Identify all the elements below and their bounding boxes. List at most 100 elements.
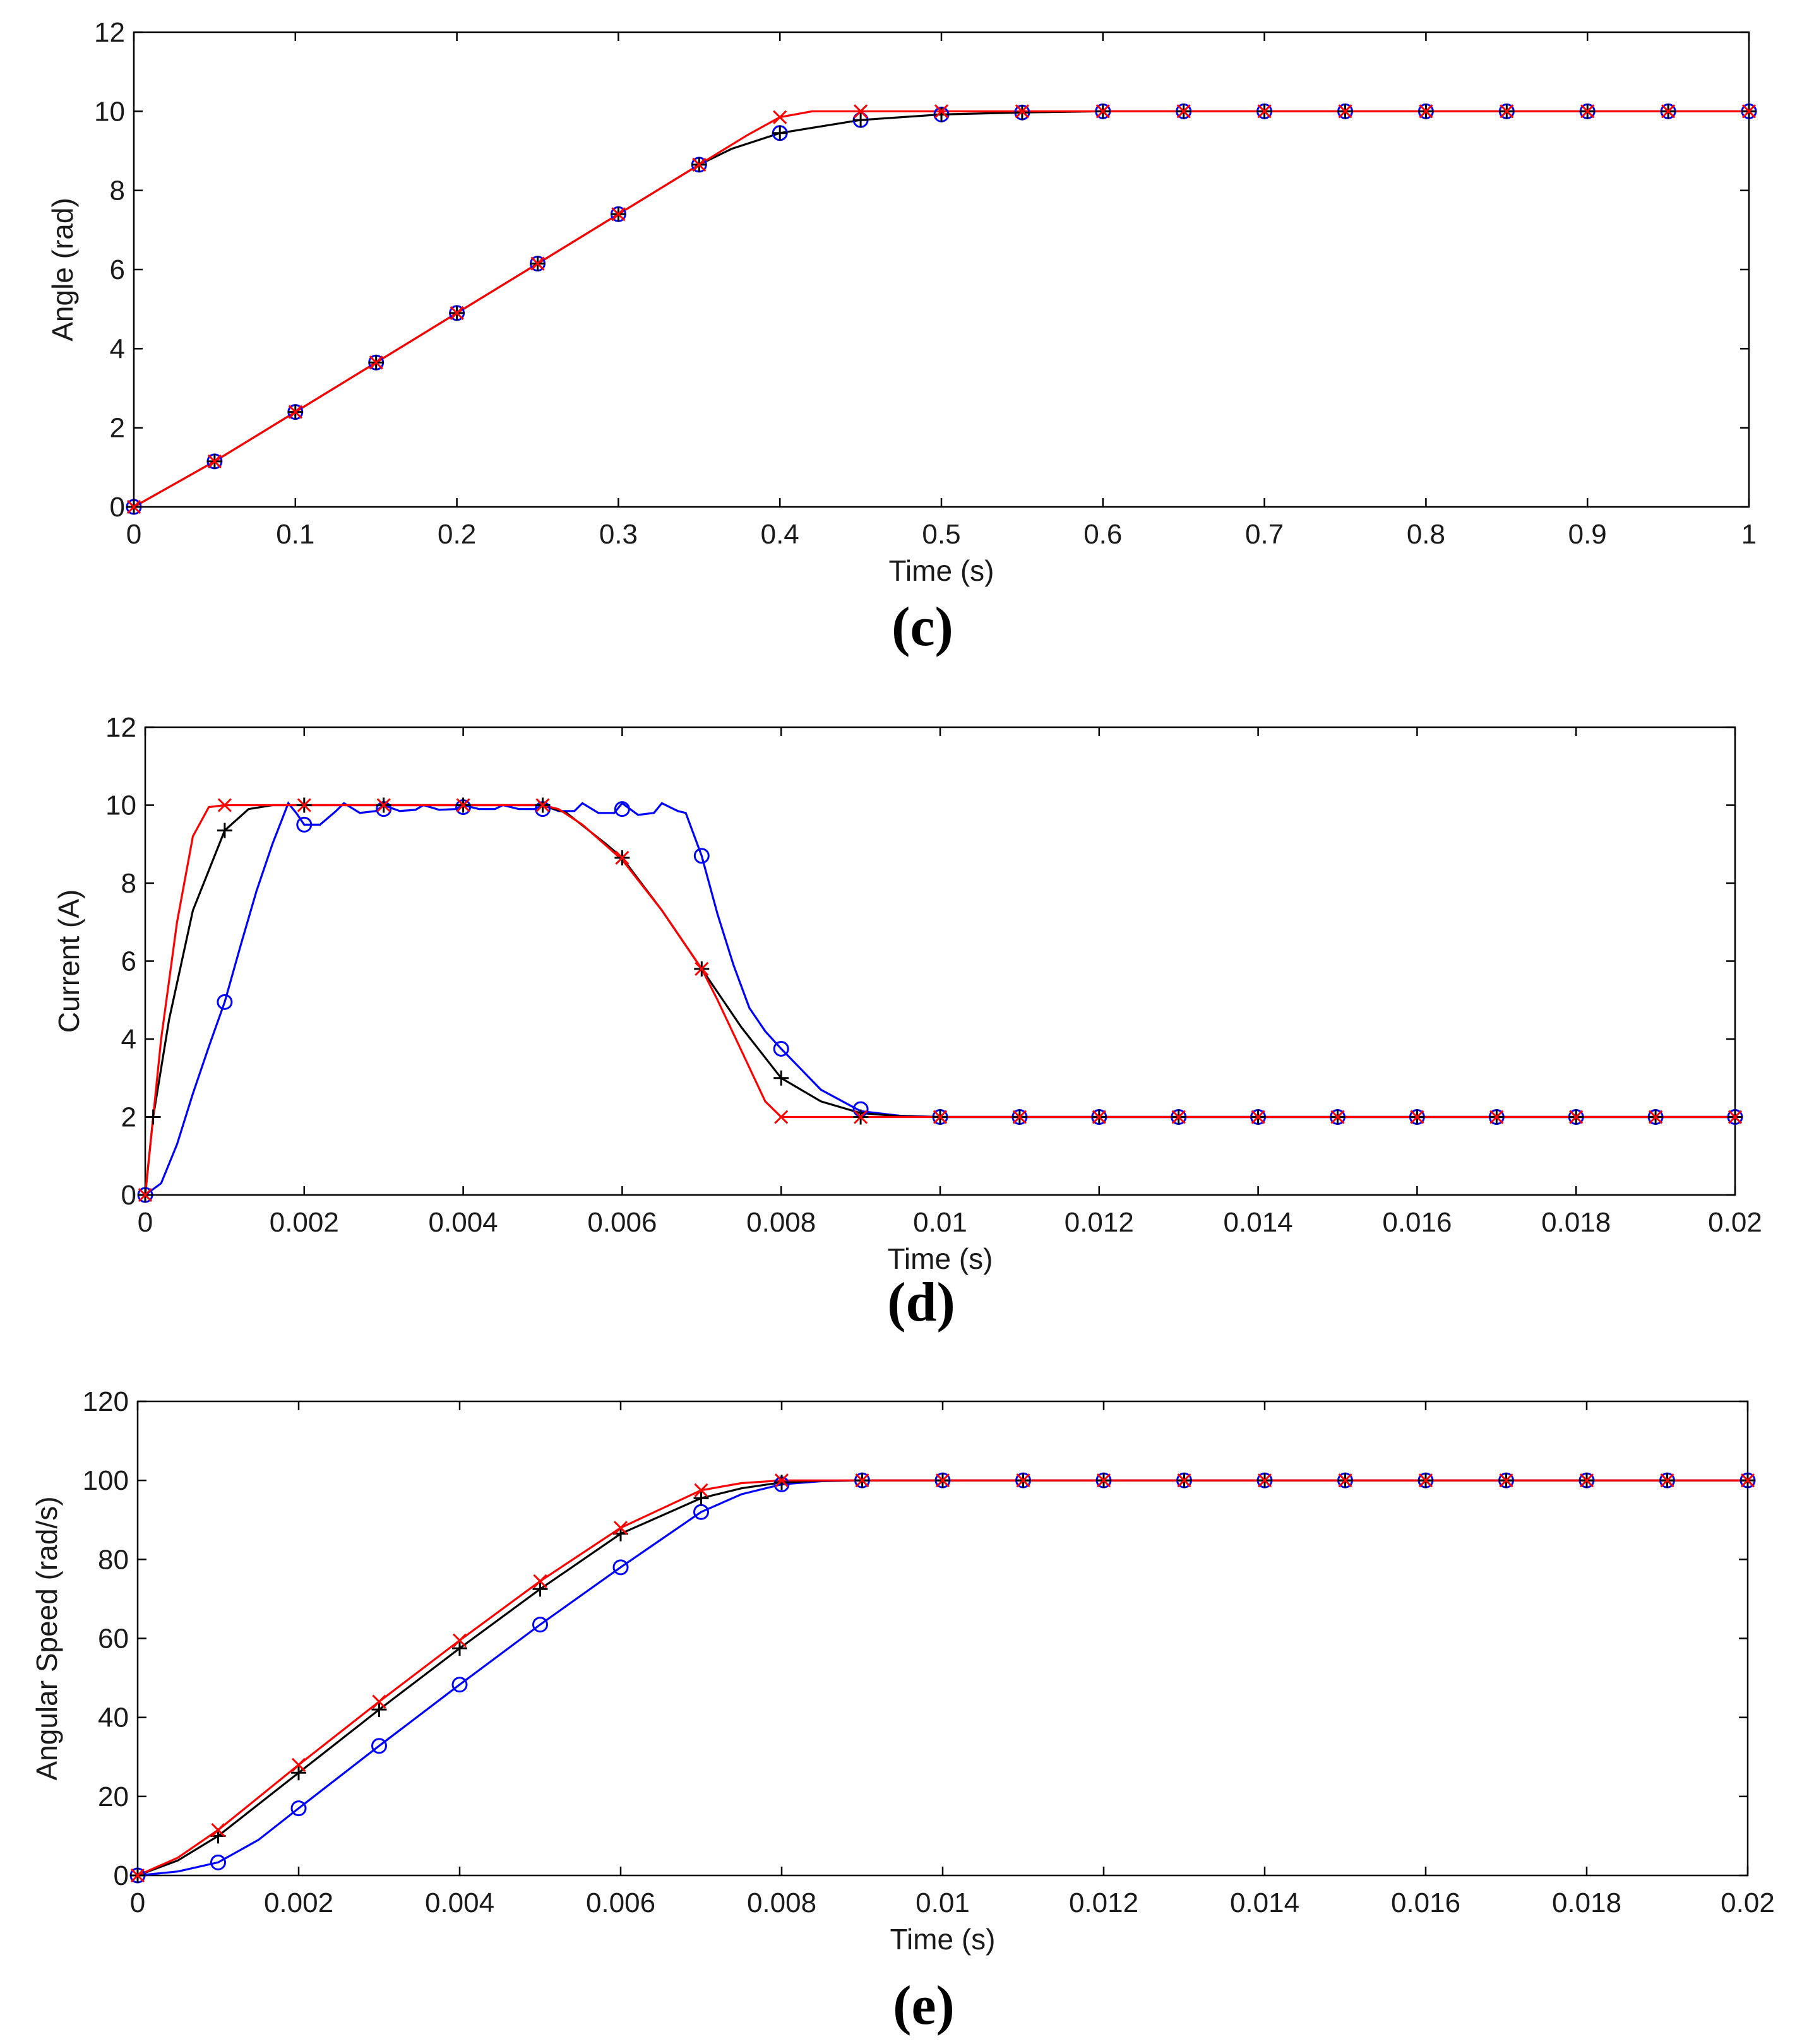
- y-tick-label: 0: [121, 1180, 136, 1211]
- data-point-red-x: [126, 499, 141, 514]
- x-tick-label: 0.5: [922, 519, 960, 550]
- data-point-red-x: [1579, 1473, 1594, 1488]
- y-axis-label: Angle (rad): [46, 198, 79, 342]
- y-tick-label: 40: [98, 1702, 129, 1733]
- x-tick-label: 0.016: [1382, 1207, 1452, 1238]
- data-point-red-x: [935, 1473, 950, 1488]
- data-point-blue-o: [614, 801, 630, 817]
- y-tick-label: 120: [83, 1386, 129, 1417]
- data-point-red-x: [611, 207, 626, 222]
- data-point-red-x: [1171, 1110, 1186, 1124]
- data-point-blue-o: [532, 1617, 548, 1633]
- x-tick-label: 0.7: [1245, 519, 1284, 550]
- x-tick-label: 0: [126, 519, 141, 550]
- chart-panel-d: 0 0.002 0.004 0.006 0.008 0.01 0.012 0.014 0.016…: [52, 712, 1762, 1333]
- data-point-black-plus: [773, 1070, 789, 1086]
- data-point-blue-o: [290, 1800, 307, 1817]
- data-point-red-x: [217, 798, 232, 812]
- x-tick-label: 0.004: [429, 1207, 498, 1238]
- x-tick-label: 0.018: [1552, 1887, 1621, 1918]
- data-point-blue-o: [210, 1854, 226, 1870]
- data-point-red-x: [1177, 1473, 1191, 1488]
- y-tick-label: 12: [94, 17, 125, 48]
- x-axis-label: Time (s): [890, 1923, 996, 1956]
- x-tick-label: 0.006: [587, 1207, 657, 1238]
- panel-caption: (d): [887, 1272, 955, 1333]
- data-point-red-x: [774, 1110, 789, 1124]
- x-tick-label: 0.002: [264, 1887, 333, 1918]
- x-tick-label: 0.4: [761, 519, 799, 550]
- data-point-red-x: [692, 157, 707, 172]
- x-axis-label: Time (s): [888, 1242, 993, 1275]
- data-point-red-x: [855, 1473, 869, 1488]
- x-tick-label: 0: [130, 1887, 145, 1918]
- series-line-red-x: [133, 110, 1749, 508]
- y-tick-label: 8: [110, 175, 125, 206]
- data-point-red-x: [1095, 104, 1110, 119]
- panel-caption: (c): [892, 597, 953, 658]
- data-point-black-plus: [774, 1475, 789, 1490]
- y-tick-label: 20: [98, 1781, 129, 1812]
- data-point-red-x: [854, 1110, 868, 1124]
- series-group: [137, 797, 1743, 1203]
- series-line-black-plus: [137, 1479, 1748, 1877]
- data-point-black-plus: [145, 1109, 161, 1125]
- data-point-red-x: [369, 355, 383, 370]
- data-point-black-plus: [291, 1765, 306, 1781]
- y-tick-label: 0: [110, 492, 125, 523]
- data-point-red-x: [450, 306, 464, 320]
- data-point-red-x: [1092, 1110, 1106, 1124]
- data-point-red-x: [695, 961, 709, 976]
- x-tick-label: 0.018: [1541, 1207, 1611, 1238]
- x-tick-label: 0: [138, 1207, 153, 1238]
- x-tick-label: 0.9: [1568, 519, 1607, 550]
- x-tick-label: 0.1: [276, 519, 314, 550]
- data-point-red-x: [1410, 1110, 1424, 1124]
- data-point-black-plus: [693, 1490, 709, 1506]
- x-axis-label: Time (s): [889, 554, 994, 587]
- data-point-red-x: [1649, 1110, 1663, 1124]
- y-tick-label: 4: [121, 1024, 136, 1055]
- data-point-red-x: [533, 1574, 547, 1588]
- data-point-red-x: [530, 256, 545, 271]
- data-point-black-plus: [371, 1702, 387, 1718]
- series-line-black-plus: [133, 110, 1749, 508]
- data-point-red-x: [615, 850, 630, 865]
- chart-panel-e: 0 0.002 0.004 0.006 0.008 0.01 0.012 0.014 0.016…: [30, 1386, 1775, 2036]
- x-tick-label: 0.02: [1708, 1207, 1762, 1238]
- data-point-black-plus: [853, 112, 869, 128]
- data-point-red-x: [130, 1868, 145, 1883]
- data-point-red-x: [1330, 1110, 1345, 1124]
- plot-frame: [136, 1400, 1749, 1877]
- x-tick-label: 0.008: [746, 1207, 816, 1238]
- y-tick-label: 10: [105, 790, 136, 821]
- axis-ticks: 0 0.002 0.004 0.006 0.008 0.01 0.012 0.014 0.016…: [105, 712, 1762, 1238]
- series-line-red-x: [144, 804, 1735, 1196]
- y-tick-label: 60: [98, 1624, 129, 1655]
- data-point-red-x: [1660, 1473, 1674, 1488]
- series-line-black-plus: [144, 804, 1735, 1196]
- y-tick-label: 2: [121, 1102, 136, 1133]
- data-point-red-x: [1016, 1473, 1030, 1488]
- data-point-black-plus: [772, 125, 788, 141]
- data-point-red-x: [207, 454, 222, 468]
- data-point-red-x: [297, 798, 311, 812]
- data-point-red-x: [1740, 1473, 1755, 1488]
- data-point-red-x: [933, 1110, 948, 1124]
- series-line-red-x: [137, 1479, 1748, 1877]
- x-tick-label: 0.004: [425, 1887, 494, 1918]
- data-point-red-x: [1096, 1473, 1111, 1488]
- data-point-red-x: [1015, 104, 1029, 119]
- data-point-red-x: [1257, 1473, 1272, 1488]
- y-tick-label: 6: [121, 946, 136, 977]
- y-tick-label: 8: [121, 868, 136, 899]
- data-point-blue-o: [693, 848, 710, 864]
- x-tick-label: 0.6: [1083, 519, 1122, 550]
- data-point-black-plus: [934, 107, 949, 122]
- y-axis-label: Angular Speed (rad/s): [30, 1496, 63, 1780]
- x-tick-label: 0.3: [599, 519, 638, 550]
- x-tick-label: 0.012: [1069, 1887, 1138, 1918]
- x-tick-label: 0.01: [913, 1207, 967, 1238]
